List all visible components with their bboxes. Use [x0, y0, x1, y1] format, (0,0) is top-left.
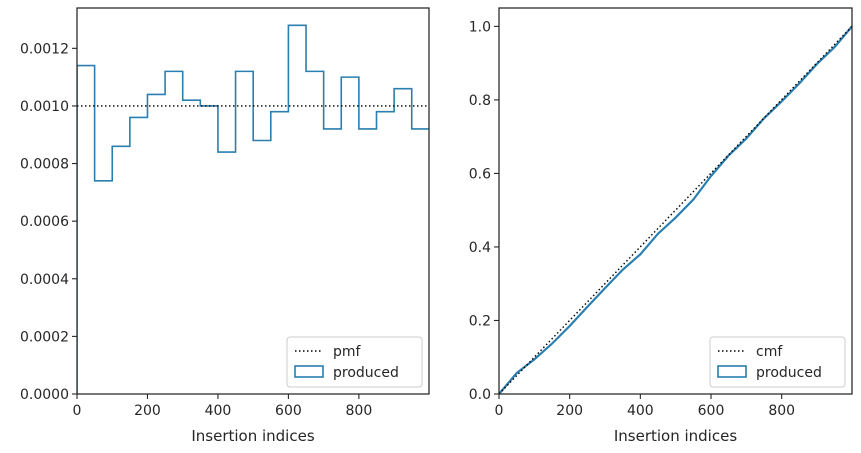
x-tick-label: 400 — [205, 403, 232, 419]
y-tick-label: 0.0010 — [20, 99, 69, 115]
y-tick-label: 0.0012 — [20, 41, 69, 57]
x-tick-label: 800 — [346, 403, 373, 419]
legend-reference-label: cmf — [756, 344, 783, 360]
legend: cmf produced — [709, 336, 846, 388]
legend-reference-label: pmf — [333, 344, 362, 360]
legend-produced-label: produced — [756, 365, 822, 381]
legend-box — [286, 336, 423, 388]
produced-cumulative-line — [499, 25, 852, 394]
legend-produced-swatch — [717, 365, 747, 378]
y-tick-label: 0.0 — [469, 387, 491, 403]
cmf-reference-line — [499, 25, 852, 394]
legend: pmf produced — [286, 336, 423, 388]
legend-produced-label: produced — [333, 365, 399, 381]
x-tick-label: 0 — [495, 403, 504, 419]
y-tick-label: 0.0002 — [20, 329, 69, 345]
x-axis-label: Insertion indices — [614, 427, 737, 445]
y-tick-label: 0.4 — [469, 240, 491, 256]
x-tick-label: 400 — [627, 403, 654, 419]
y-tick-label: 0.8 — [469, 93, 491, 109]
legend-box — [709, 336, 846, 388]
legend-produced-swatch — [294, 365, 324, 378]
y-tick-label: 0.0000 — [20, 387, 69, 403]
x-tick-label: 200 — [134, 403, 161, 419]
x-axis-label: Insertion indices — [191, 427, 314, 445]
x-tick-label: 200 — [556, 403, 583, 419]
y-tick-label: 0.0006 — [20, 214, 69, 230]
y-tick-label: 0.0008 — [20, 157, 69, 173]
plot-area — [77, 24, 429, 394]
y-tick-label: 0.6 — [469, 166, 491, 182]
x-tick-label: 600 — [275, 403, 302, 419]
chart-panel-1: 0 200 400 600 800 0.0000 0.0002 0.0004 0.0006 0.0… — [20, 7, 430, 445]
axes-frame — [498, 7, 853, 395]
axes-frame — [76, 7, 430, 395]
y-tick-label: 0.0004 — [20, 272, 69, 288]
chart-panel-2: 0 200 400 600 800 0.0 0.2 0.4 0.6 0.8 1.0 Insertion… — [469, 7, 853, 445]
y-tick-label: 0.2 — [469, 313, 491, 329]
x-tick-label: 0 — [73, 403, 82, 419]
y-tick-label: 1.0 — [469, 19, 491, 35]
x-tick-label: 600 — [698, 403, 725, 419]
x-tick-label: 800 — [768, 403, 795, 419]
plot-area — [499, 25, 852, 394]
